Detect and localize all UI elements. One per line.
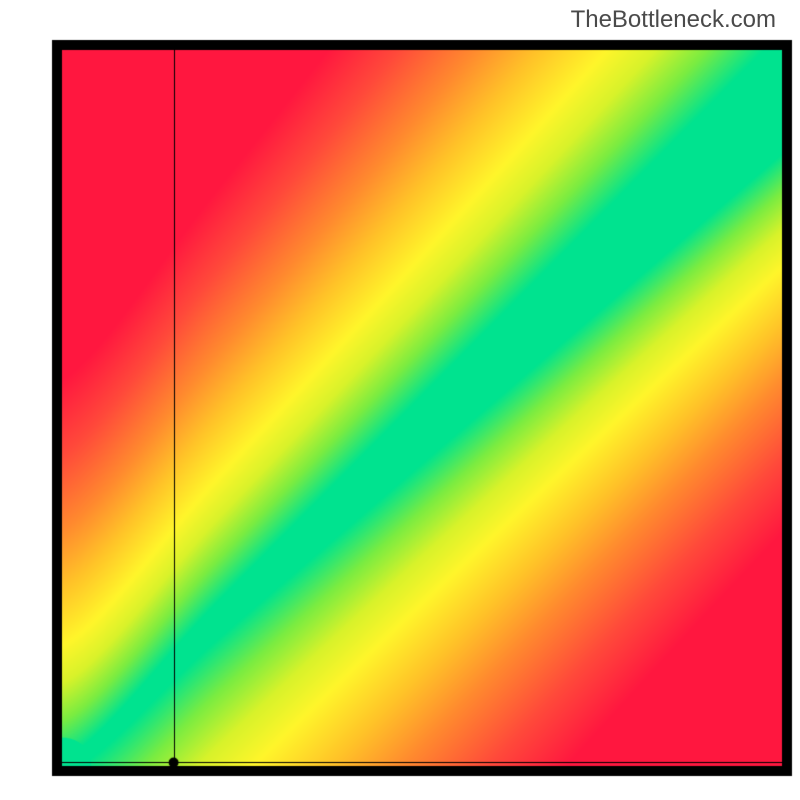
attribution-text: TheBottleneck.com bbox=[571, 6, 776, 34]
bottleneck-heatmap bbox=[0, 0, 800, 800]
